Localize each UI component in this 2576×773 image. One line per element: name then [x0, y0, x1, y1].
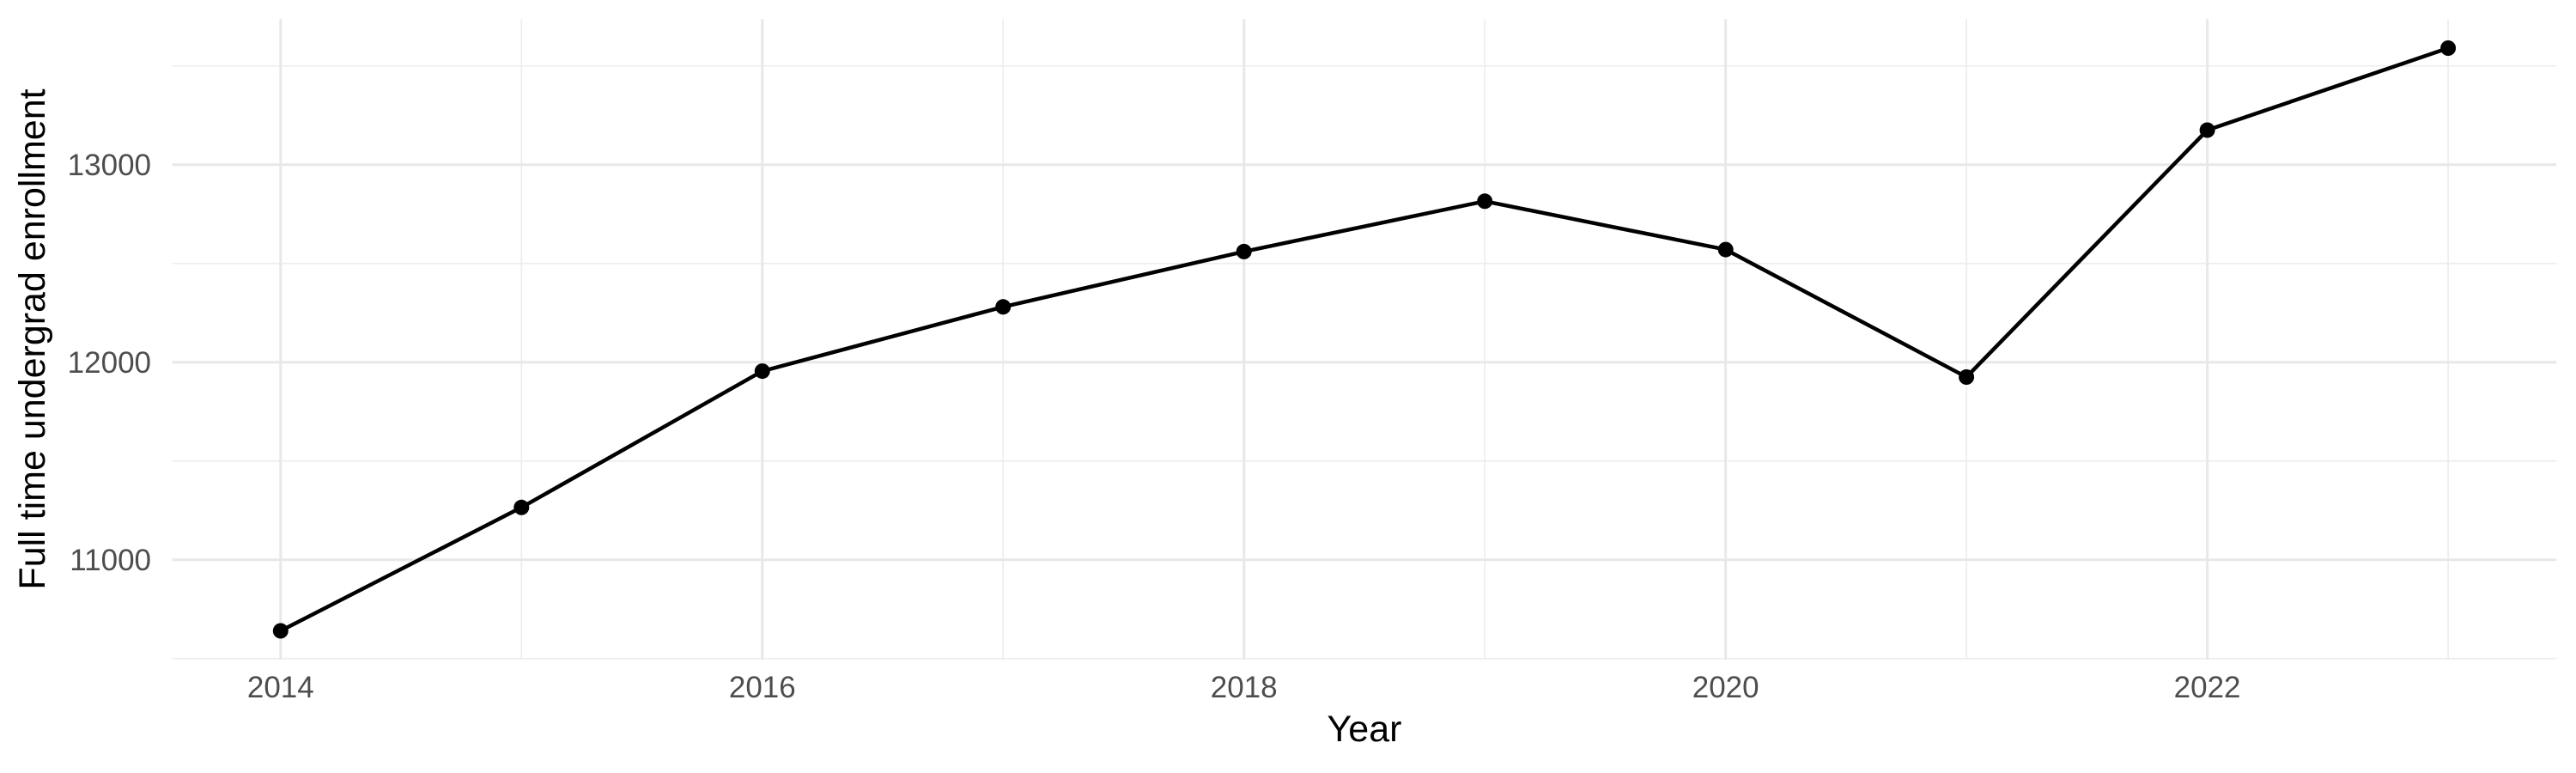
- x-tick-label: 2016: [729, 671, 796, 704]
- x-tick-label: 2018: [1211, 671, 1278, 704]
- y-axis-title: Full time undergrad enrollment: [12, 88, 53, 589]
- minor-gridlines: [172, 19, 2557, 660]
- y-tick-label: 12000: [68, 346, 151, 380]
- major-gridlines: [172, 19, 2557, 660]
- x-tick-label: 2022: [2174, 671, 2241, 704]
- data-point: [513, 499, 530, 515]
- y-axis-tick-labels: 11000 12000 13000: [68, 149, 151, 577]
- data-point: [272, 623, 289, 639]
- line-series: [272, 40, 2457, 639]
- y-tick-label: 11000: [70, 544, 151, 577]
- data-point: [754, 363, 770, 380]
- x-tick-label: 2014: [247, 671, 314, 704]
- data-point: [1959, 369, 1975, 385]
- data-point: [1717, 241, 1734, 258]
- x-tick-label: 2020: [1692, 671, 1759, 704]
- data-point: [1477, 193, 1493, 210]
- x-axis-tick-labels: 2014 2016 2018 2020 2022: [247, 671, 2241, 704]
- data-point: [2440, 40, 2457, 56]
- x-axis-title: Year: [1327, 709, 1402, 750]
- y-tick-label: 13000: [68, 149, 151, 182]
- data-point: [1236, 243, 1252, 259]
- enrollment-line: [279, 46, 2449, 633]
- data-point: [2199, 122, 2215, 138]
- data-point: [995, 299, 1012, 315]
